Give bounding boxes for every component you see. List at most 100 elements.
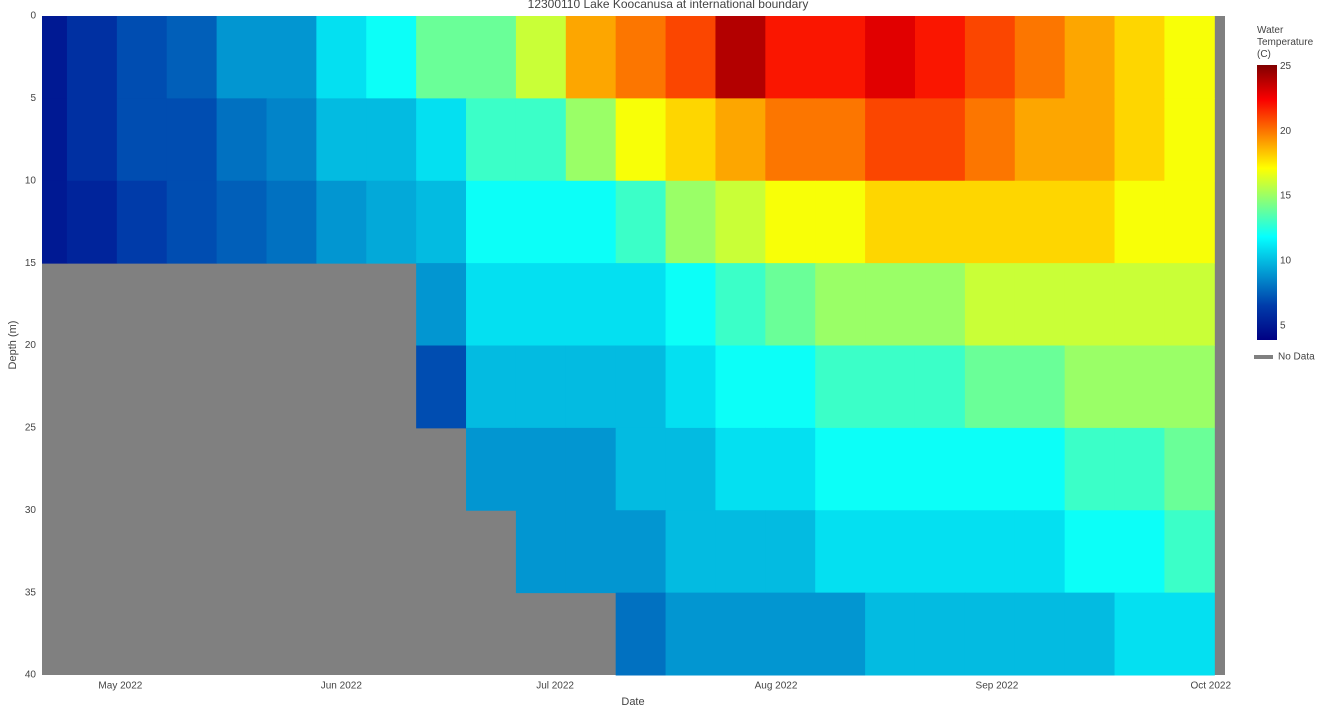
heatmap-cell bbox=[615, 180, 667, 264]
colorbar-tick-label: 15 bbox=[1280, 191, 1292, 202]
heatmap-cell bbox=[715, 345, 766, 429]
heatmap-cell bbox=[66, 180, 118, 264]
heatmap-cell bbox=[715, 98, 766, 182]
x-tick-label: May 2022 bbox=[98, 681, 142, 692]
heatmap-cell bbox=[1064, 263, 1116, 346]
heatmap-cell bbox=[1014, 345, 1066, 429]
heatmap-cell bbox=[815, 263, 866, 346]
heatmap-cell bbox=[615, 510, 667, 594]
heatmap-cell bbox=[116, 98, 168, 182]
heatmap-cell bbox=[1064, 345, 1116, 429]
heatmap-cell bbox=[665, 592, 716, 676]
colorbar-title: Water Temperature (C) bbox=[1257, 25, 1316, 60]
heatmap-cell bbox=[166, 98, 218, 182]
heatmap-cell bbox=[665, 16, 716, 99]
colorbar-tick-label: 25 bbox=[1280, 61, 1292, 72]
heatmap-cell bbox=[964, 592, 1016, 676]
heatmap-cell bbox=[1014, 592, 1066, 676]
heatmap-cell bbox=[166, 16, 218, 99]
heatmap-cell bbox=[865, 510, 916, 594]
heatmap-cell bbox=[366, 180, 417, 264]
heatmap-cell bbox=[914, 592, 966, 676]
heatmap-cell bbox=[815, 345, 866, 429]
heatmap-cell bbox=[765, 510, 816, 594]
y-tick-label: 25 bbox=[25, 423, 37, 434]
heatmap-cell bbox=[865, 180, 916, 264]
heatmap-cell bbox=[1114, 263, 1165, 346]
heatmap-cell bbox=[1014, 180, 1066, 264]
heatmap-cell bbox=[116, 180, 168, 264]
heatmap-cell bbox=[715, 263, 766, 346]
heatmap-cell bbox=[615, 592, 667, 676]
heatmap-cell bbox=[715, 427, 766, 511]
heatmap-cell bbox=[1114, 180, 1165, 264]
heatmap-cell bbox=[865, 98, 916, 182]
x-axis-title: Date bbox=[621, 696, 644, 708]
heatmap-cell bbox=[266, 180, 317, 264]
heatmap-cell bbox=[1064, 16, 1116, 99]
heatmap-cell bbox=[665, 263, 716, 346]
colorbar-tick-label: 10 bbox=[1280, 256, 1292, 267]
heatmap-cell bbox=[565, 345, 617, 429]
heatmap-cell bbox=[1164, 263, 1215, 346]
heatmap-cell bbox=[914, 345, 966, 429]
heatmap-cell bbox=[565, 180, 617, 264]
heatmap-cell bbox=[1164, 180, 1215, 264]
legend-label: No Data bbox=[1278, 352, 1315, 363]
heatmap-cell bbox=[515, 16, 567, 99]
heatmap-cell bbox=[1114, 510, 1165, 594]
heatmap-cell bbox=[1114, 427, 1165, 511]
y-tick-label: 5 bbox=[30, 93, 36, 104]
heatmap-cell bbox=[715, 180, 766, 264]
heatmap-cell bbox=[665, 510, 716, 594]
heatmap-cell bbox=[1014, 98, 1066, 182]
heatmap-cell bbox=[815, 510, 866, 594]
heatmap-cell bbox=[466, 345, 517, 429]
heatmap-cell bbox=[1164, 345, 1215, 429]
heatmap-cell bbox=[1164, 16, 1215, 99]
heatmap-cell bbox=[266, 16, 317, 99]
heatmap-cell bbox=[665, 345, 716, 429]
colorbar-tick-label: 20 bbox=[1280, 126, 1292, 137]
y-tick-label: 30 bbox=[25, 505, 37, 516]
heatmap-cell bbox=[366, 16, 417, 99]
heatmap-cell bbox=[1164, 592, 1215, 676]
heatmap-cell bbox=[914, 16, 966, 99]
heatmap-cell bbox=[865, 263, 916, 346]
heatmap-cell bbox=[466, 427, 517, 511]
heatmap-cell bbox=[615, 16, 667, 99]
heatmap-cell bbox=[515, 180, 567, 264]
heatmap-cell bbox=[515, 345, 567, 429]
heatmap-cell bbox=[765, 98, 816, 182]
heatmap-cell bbox=[216, 16, 267, 99]
heatmap-cell bbox=[715, 510, 766, 594]
heatmap-cell bbox=[665, 98, 716, 182]
heatmap-cell bbox=[914, 263, 966, 346]
heatmap-cell bbox=[715, 16, 766, 99]
heatmap-cell bbox=[765, 180, 816, 264]
heatmap-cell bbox=[1064, 427, 1116, 511]
heatmap-cell bbox=[815, 98, 866, 182]
heatmap-cell bbox=[416, 345, 467, 429]
y-tick-label: 15 bbox=[25, 258, 37, 269]
heatmap-cell bbox=[316, 180, 367, 264]
heatmap-cell bbox=[565, 510, 617, 594]
heatmap-cell bbox=[515, 510, 567, 594]
heatmap-cell bbox=[466, 263, 517, 346]
heatmap-cell bbox=[416, 180, 467, 264]
heatmap-cell bbox=[1014, 510, 1066, 594]
heatmap-cell bbox=[1064, 98, 1116, 182]
heatmap-cell bbox=[964, 180, 1016, 264]
heatmap-cell bbox=[1014, 427, 1066, 511]
x-tick-label: Jun 2022 bbox=[321, 681, 363, 692]
x-tick-label: Sep 2022 bbox=[976, 681, 1019, 692]
heatmap-cell bbox=[466, 98, 517, 182]
heatmap-cell bbox=[615, 98, 667, 182]
heatmap-cell bbox=[815, 592, 866, 676]
heatmap-cell bbox=[216, 98, 267, 182]
heatmap-cell bbox=[765, 263, 816, 346]
heatmap-cell bbox=[166, 180, 218, 264]
heatmap-cell bbox=[765, 16, 816, 99]
heatmap-cell bbox=[964, 263, 1016, 346]
heatmap-cell bbox=[515, 98, 567, 182]
